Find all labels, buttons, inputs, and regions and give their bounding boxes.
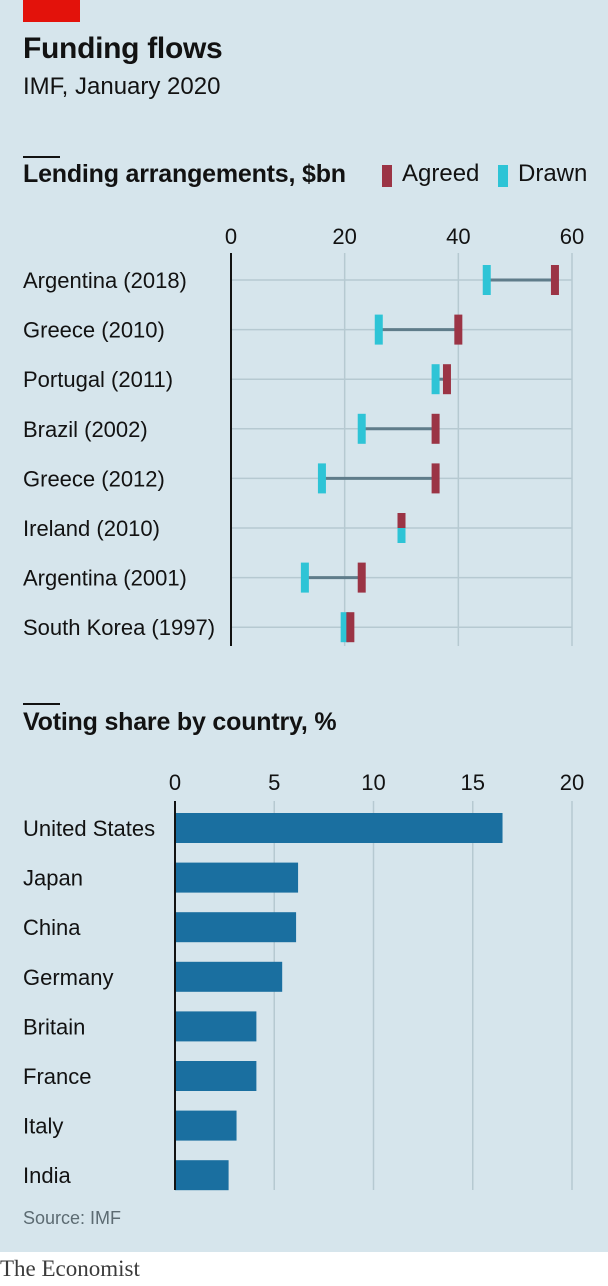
legend-label-drawn: Drawn xyxy=(518,160,588,187)
x-tick-label: 40 xyxy=(446,224,470,249)
x-tick-label: 20 xyxy=(560,770,584,795)
x-tick-label: 10 xyxy=(361,770,385,795)
chart-panel xyxy=(0,0,608,1252)
drawn-marker xyxy=(482,265,491,295)
category-label: Italy xyxy=(23,1114,63,1139)
category-label: Portugal (2011) xyxy=(23,367,173,392)
x-tick-label: 20 xyxy=(332,224,356,249)
drawn-marker xyxy=(300,562,309,593)
chart-subtitle: IMF, January 2020 xyxy=(23,73,221,100)
category-label: Japan xyxy=(23,866,83,891)
agreed-marker xyxy=(397,513,406,528)
legend-swatch-drawn xyxy=(498,165,508,187)
brand-red-tab xyxy=(23,0,80,22)
category-label: India xyxy=(23,1163,71,1188)
x-tick-label: 60 xyxy=(560,224,584,249)
agreed-marker xyxy=(357,562,366,593)
bar xyxy=(175,1011,257,1042)
voting-chart-title: Voting share by country, % xyxy=(23,708,337,736)
bar xyxy=(175,1110,237,1141)
lending-chart: 0 20 40 60 Argentina (2018) Greece (2010) Port… xyxy=(23,224,584,646)
category-label: Germany xyxy=(23,965,113,990)
agreed-marker xyxy=(454,314,463,345)
category-label: Ireland (2010) xyxy=(23,516,160,541)
category-label: Argentina (2018) xyxy=(23,268,187,293)
agreed-marker xyxy=(550,265,559,295)
agreed-marker xyxy=(442,364,451,395)
category-label: Greece (2010) xyxy=(23,318,165,343)
drawn-marker xyxy=(397,528,406,543)
x-tick-label: 0 xyxy=(169,770,181,795)
drawn-marker xyxy=(431,364,440,395)
bar xyxy=(175,1061,257,1091)
category-label: Britain xyxy=(23,1014,85,1039)
legend-swatch-agreed xyxy=(382,165,392,187)
source-note: Source: IMF xyxy=(23,1208,122,1228)
x-tick-label: 5 xyxy=(268,770,280,795)
category-label: Argentina (2001) xyxy=(23,566,187,591)
category-label: United States xyxy=(23,816,155,841)
category-label: France xyxy=(23,1064,91,1089)
category-label: Brazil (2002) xyxy=(23,417,148,442)
section-rule-lending xyxy=(23,156,60,158)
category-label: Greece (2012) xyxy=(23,466,165,491)
drawn-marker xyxy=(374,314,383,345)
publisher-brand: The Economist xyxy=(0,1256,140,1281)
drawn-marker xyxy=(317,463,326,494)
bar xyxy=(175,912,297,943)
chart-title: Funding flows xyxy=(23,32,223,65)
bar xyxy=(175,813,503,843)
agreed-marker xyxy=(431,463,440,494)
voting-chart: 0 5 10 15 20 United States Japan China Germany Br… xyxy=(23,770,584,1191)
agreed-marker xyxy=(431,413,440,444)
lending-chart-title: Lending arrangements, $bn xyxy=(23,160,346,188)
drawn-marker xyxy=(357,413,366,444)
x-tick-label: 15 xyxy=(461,770,485,795)
agreed-marker xyxy=(346,612,355,643)
category-label: China xyxy=(23,915,81,940)
category-label: South Korea (1997) xyxy=(23,615,215,640)
bar xyxy=(175,1160,229,1191)
bar xyxy=(175,961,283,992)
legend-label-agreed: Agreed xyxy=(402,160,480,187)
section-rule-voting xyxy=(23,703,60,705)
drawn-marker xyxy=(340,612,349,643)
bar xyxy=(175,862,299,893)
x-tick-label: 0 xyxy=(225,224,237,249)
